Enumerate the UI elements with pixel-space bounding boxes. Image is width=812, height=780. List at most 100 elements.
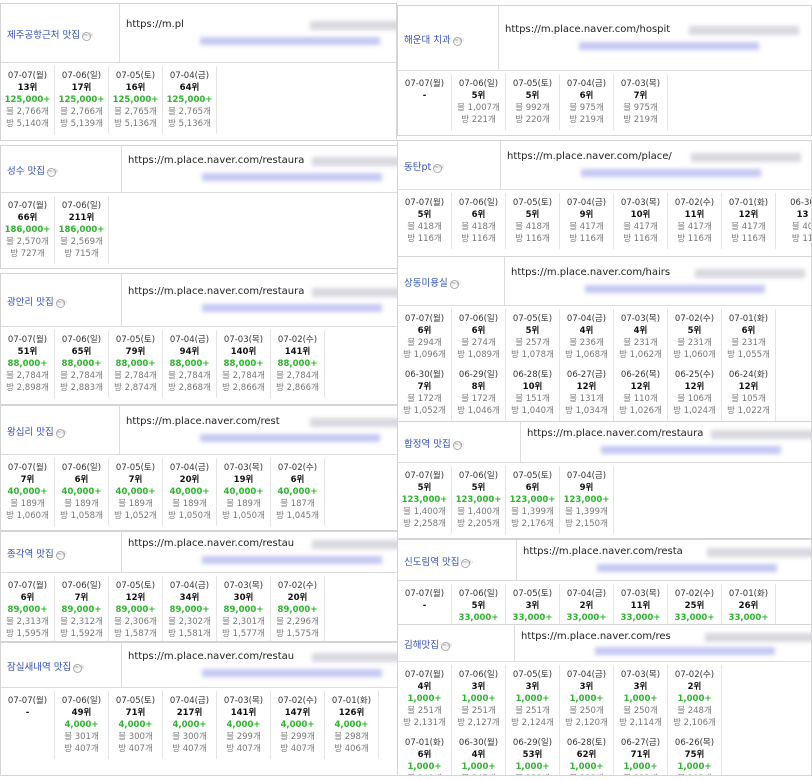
info-icon[interactable]: ⓜⓟ	[55, 551, 67, 560]
rank-history: 07-07(월) 13위 125,000+ 블 2,766개 방 5,140개 07-06…	[1, 66, 396, 134]
keyword-link[interactable]: 종각역 맛집 ⓜⓟ	[7, 546, 67, 560]
visitor-count: 방 407개	[172, 744, 207, 754]
rank-cell: 07-03(목) 11위 33,000+	[614, 584, 668, 626]
visitor-count: 방 2,874개	[114, 383, 157, 393]
rank-value: 141위	[284, 347, 311, 357]
blog-count: 블 189개	[64, 499, 99, 509]
blog-count: 블 250개	[623, 706, 658, 716]
panel-header: 왕십리 맛집 ⓜⓟ https://m.place.naver.com/rest	[1, 406, 399, 455]
date-label: 07-07(월)	[404, 198, 445, 208]
rank-value: 2위	[687, 682, 702, 692]
rank-cell: 07-03(목) 141위 4,000+ 블 299개 방 407개	[217, 691, 271, 759]
rank-value: 20위	[179, 475, 200, 485]
keyword-link[interactable]: 성수 맛집 ⓜⓟ	[7, 163, 58, 177]
rank-value: 19위	[233, 475, 254, 485]
date-label: 07-07(월)	[404, 314, 445, 324]
rank-cell: 07-04(금) 3위 1,000+ 블 250개 방 2,120개	[560, 665, 614, 733]
date-label: 07-01(화)	[728, 589, 769, 599]
place-url-link[interactable]: https://m.place.naver.com/restau	[128, 538, 295, 549]
blog-count: 블 2,302개	[168, 617, 211, 627]
blog-count: 블 251개	[407, 706, 442, 716]
blog-count: 블 300개	[172, 732, 207, 742]
place-url-link[interactable]: https://m.place.naver.com/rest	[126, 416, 280, 427]
panel-header: 상동미용실 ⓜⓟ https://m.place.naver.com/hairs	[398, 257, 811, 306]
place-url-link[interactable]: https://m.place.naver.com/restaura	[527, 428, 704, 439]
redacted-place-name	[581, 169, 761, 177]
blog-count: 블 2,301개	[222, 617, 265, 627]
info-icon[interactable]: ⓜⓟ	[46, 168, 58, 177]
keyword-link[interactable]: 왕십리 맛집 ⓜⓟ	[7, 424, 67, 438]
date-label: 07-05(토)	[512, 670, 553, 680]
rank-cell: 07-04(금) 64위 125,000+ 블 2,765개 방 5,136개	[163, 66, 217, 134]
review-count: 33,000+	[728, 613, 769, 623]
visitor-count: 방 1,062개	[619, 350, 662, 360]
rank-value: 11위	[684, 210, 705, 220]
rank-value: 5위	[471, 601, 486, 611]
date-label: 07-03(목)	[223, 335, 264, 345]
rank-history: 07-07(월) 5위 블 418개 방 116개 07-06(일) 6위 블 418개 방 …	[398, 193, 811, 249]
review-count: 89,000+	[115, 605, 156, 615]
info-icon[interactable]: ⓜⓟ	[452, 37, 464, 46]
blog-count: 블 417개	[569, 222, 604, 232]
date-label: 07-04(금)	[566, 198, 607, 208]
rank-cell: 06-30(월) 7위 블 172개 방 1,052개	[398, 365, 452, 421]
rank-value: 6위	[579, 91, 594, 101]
keyword-link[interactable]: 잠실새내역 맛집 ⓜⓟ	[7, 659, 85, 673]
blog-count: 블 299개	[226, 732, 261, 742]
info-icon[interactable]: ⓜⓟ	[449, 280, 461, 289]
keyword-text: 김해맛집	[404, 640, 439, 651]
rank-value: 7위	[74, 593, 89, 603]
date-label: 07-04(금)	[566, 589, 607, 599]
visitor-count: 방 2,114개	[619, 718, 662, 728]
review-count: 4,000+	[172, 720, 207, 730]
rank-value: 6위	[741, 326, 756, 336]
info-icon[interactable]: ⓜⓟ	[55, 429, 67, 438]
keyword-link[interactable]: 해운대 치과 ⓜⓟ	[404, 32, 464, 46]
date-label: 07-06(일)	[458, 589, 499, 599]
keyword-link[interactable]: 상동미용실 ⓜⓟ	[404, 275, 461, 289]
place-url-link[interactable]: https://m.place.naver.com/restaura	[128, 155, 305, 166]
keyword-link[interactable]: 합정역 맛집 ⓜⓟ	[404, 436, 464, 450]
blog-count: 블 189개	[226, 499, 261, 509]
date-label: 07-07(월)	[7, 335, 48, 345]
info-icon[interactable]: ⓜⓟ	[440, 642, 452, 651]
rank-cell: 07-06(일) 3위 1,000+ 블 251개 방 2,127개	[452, 665, 506, 733]
place-url-link[interactable]: https://m.place.naver.com/restaura	[128, 286, 305, 297]
rank-value: 4위	[633, 326, 648, 336]
review-count: 88,000+	[223, 359, 264, 369]
date-label: 07-01(화)	[331, 696, 372, 706]
place-url-link[interactable]: https://m.place.naver.com/resta	[523, 546, 683, 557]
place-url-link[interactable]: https://m.place.naver.com/hospit	[505, 24, 671, 35]
rank-history: 07-07(월) 6위 블 294개 방 1,096개 07-06(일) 6위 블 274개…	[398, 309, 811, 421]
rank-history: 07-07(월) 7위 40,000+ 블 189개 방 1,060개 07-06(일) 6…	[1, 458, 399, 526]
visitor-count: 방 2,868개	[168, 383, 211, 393]
keyword-link[interactable]: 광안리 맛집 ⓜⓟ	[7, 294, 67, 308]
keyword-link[interactable]: 제주공항근처 맛집 ⓜⓟ	[7, 27, 93, 41]
info-icon[interactable]: ⓜⓟ	[452, 441, 464, 450]
rank-cell: 07-03(목) 10위 블 417개 방 116개	[614, 193, 668, 249]
panel-header: 김해맛집 ⓜⓟ https://m.place.naver.com/res	[398, 625, 811, 662]
redacted-place-name	[595, 647, 775, 655]
info-icon[interactable]: ⓜⓟ	[81, 32, 93, 41]
info-icon[interactable]: ⓜⓟ	[461, 559, 473, 568]
keyword-link[interactable]: 동탄pt ⓜⓟ	[404, 159, 445, 173]
rank-cell: 06-30 13 블 40 방 11	[776, 193, 811, 249]
place-url-link[interactable]: https://m.place.naver.com/restau	[128, 651, 295, 662]
place-url-link[interactable]: https://m.pl	[126, 19, 184, 30]
info-icon[interactable]: ⓜⓟ	[73, 664, 85, 673]
keyword-link[interactable]: 김해맛집 ⓜⓟ	[404, 637, 452, 651]
place-url-link[interactable]: https://m.place.naver.com/res	[521, 631, 671, 642]
panel-header: 성수 맛집 ⓜⓟ https://m.place.naver.com/restaur…	[1, 146, 399, 193]
place-url-link[interactable]: https://m.place.naver.com/place/	[507, 151, 672, 162]
info-icon[interactable]: ⓜⓟ	[433, 164, 445, 173]
panel-header: 동탄pt ⓜⓟ https://m.place.naver.com/place/	[398, 141, 811, 190]
blog-count: 블 236개	[569, 338, 604, 348]
place-url-link[interactable]: https://m.place.naver.com/hairs	[511, 267, 671, 278]
keyword-link[interactable]: 신도림역 맛집 ⓜⓟ	[404, 554, 473, 568]
date-label: 07-03(목)	[223, 581, 264, 591]
date-label: 07-03(목)	[620, 670, 661, 680]
rank-value: 9위	[579, 483, 594, 493]
rank-value: 51위	[17, 347, 38, 357]
rank-cell: 07-05(토) 12위 89,000+ 블 2,306개 방 1,587개	[109, 576, 163, 641]
info-icon[interactable]: ⓜⓟ	[55, 299, 67, 308]
